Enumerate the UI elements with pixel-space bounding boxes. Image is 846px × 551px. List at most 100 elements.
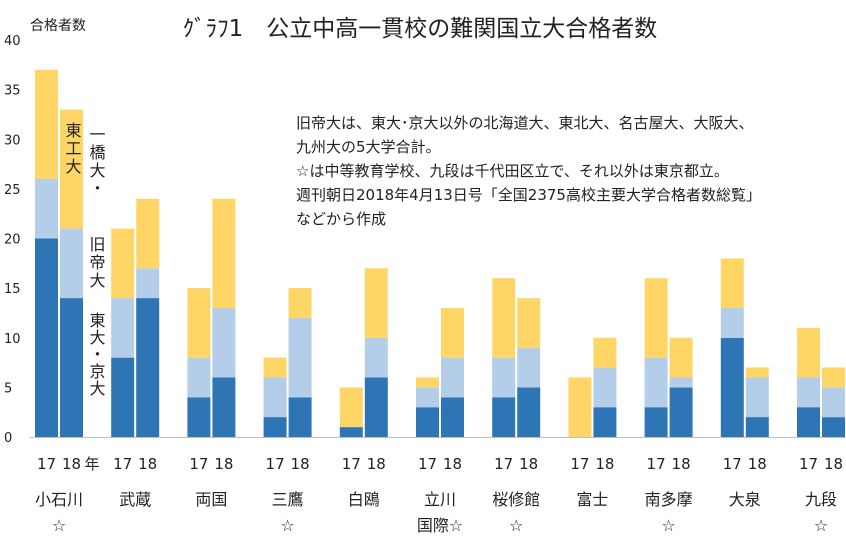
bar-segment xyxy=(60,298,83,437)
series-label-top-b: 一橋大・ xyxy=(87,126,106,198)
y-tick-label: 30 xyxy=(4,133,21,148)
school-name: 南多摩 xyxy=(645,490,693,509)
bar-segment xyxy=(822,417,845,437)
bar-segment xyxy=(644,278,668,358)
x-tick-year: 17 xyxy=(494,455,513,473)
bar-segment xyxy=(416,377,439,388)
y-tick-label: 40 xyxy=(4,34,21,49)
bar-segment xyxy=(60,228,83,299)
x-tick-year: 17 xyxy=(189,455,208,473)
year-unit-label: 年 xyxy=(84,455,99,473)
bar-segment xyxy=(416,387,439,408)
bar-segment xyxy=(517,298,541,348)
bar-segment xyxy=(720,337,744,438)
school-sub: ☆ xyxy=(52,516,66,535)
y-tick-label: 20 xyxy=(4,233,21,248)
bar-segment xyxy=(212,308,236,378)
bar-segment xyxy=(593,367,617,408)
bar-segment xyxy=(822,387,845,418)
bar-segment xyxy=(187,397,211,437)
note-line: 九州大の5大学合計。 xyxy=(296,138,441,156)
x-tick-year: 17 xyxy=(418,455,437,473)
school-name: 桜修館 xyxy=(492,490,540,509)
series-labels: 東工大 一橋大・ 旧帝大 東大・京大 xyxy=(63,122,106,397)
bar-segment xyxy=(644,407,668,437)
chart-title: ｸﾞﾗﾌ1 公立中高一貫校の難関国立大合格者数 xyxy=(183,16,658,42)
y-tick-label: 25 xyxy=(4,183,21,198)
note-line: などから作成 xyxy=(296,210,386,228)
x-tick-year: 18 xyxy=(443,455,462,473)
bar-segment xyxy=(720,308,744,338)
x-labels: 17 18 小石川 ☆ 17 18 武蔵 17 18 両国 17 18 三鷹 ☆ 17 18 白鴎 17 18 立川国… xyxy=(35,455,843,535)
school-sub: ☆ xyxy=(814,516,828,535)
school-name: 九段 xyxy=(805,490,837,509)
bar-segment xyxy=(797,377,820,408)
y-axis-label: 合格者数 xyxy=(30,18,86,34)
school-sub: ☆ xyxy=(661,516,675,535)
y-tick-label: 15 xyxy=(4,282,21,297)
bar-segment xyxy=(136,298,160,437)
bar-segment xyxy=(60,109,83,229)
x-tick-year: 18 xyxy=(367,455,386,473)
bar-segment xyxy=(492,357,516,398)
bar-segment xyxy=(288,317,312,398)
school-name: 三鷹 xyxy=(272,490,304,509)
bar-segment xyxy=(441,397,464,437)
note-line: 週刊朝日2018年4月13日号「全国2375高校主要大学合格者数総覧」 xyxy=(296,186,761,204)
school-sub: ☆ xyxy=(280,516,294,535)
school-name: 小石川 xyxy=(35,490,83,509)
y-tick-label: 35 xyxy=(4,84,21,99)
x-tick-year: 17 xyxy=(570,455,589,473)
bar-segment xyxy=(364,268,388,338)
bar-segment xyxy=(111,357,135,437)
x-tick-year: 17 xyxy=(113,455,132,473)
bar-segment xyxy=(593,407,617,437)
bar-segment xyxy=(644,357,668,408)
note-line: ☆は中等教育学校、九段は千代田区立で、それ以外は東京都立。 xyxy=(296,162,729,180)
school-sub: ☆ xyxy=(509,516,523,535)
bar-segment xyxy=(822,367,845,388)
y-ticks: 0 5 10 15 20 25 30 35 40 xyxy=(4,34,21,446)
bar-segment xyxy=(339,427,363,437)
series-label-mid: 旧帝大 xyxy=(87,236,106,290)
bar-segment xyxy=(441,357,464,398)
bar-segment xyxy=(745,377,769,418)
bar-segment xyxy=(669,337,693,378)
x-tick-year: 18 xyxy=(672,455,691,473)
bar-segment xyxy=(517,387,541,437)
x-tick-year: 17 xyxy=(647,455,666,473)
school-name: 大泉 xyxy=(729,490,761,509)
bar-segment xyxy=(745,367,769,378)
bar-segment xyxy=(187,288,211,358)
bar-segment xyxy=(517,347,541,388)
x-tick-year: 18 xyxy=(138,455,157,473)
y-tick-label: 5 xyxy=(4,381,12,396)
school-name: 立川 xyxy=(424,490,456,509)
bar-segment xyxy=(441,308,464,358)
bar-segment xyxy=(111,298,135,358)
bar-segment xyxy=(492,397,516,437)
x-tick-year: 18 xyxy=(595,455,614,473)
notes-box: 旧帝大は、東大･京大以外の北海道大、東北大、名古屋大、大阪大、 九州大の5大学合… xyxy=(296,114,761,228)
bar-segment xyxy=(288,397,312,437)
y-tick-label: 0 xyxy=(4,431,12,446)
x-tick-year: 18 xyxy=(748,455,767,473)
bar-segment xyxy=(288,288,312,318)
bar-segment xyxy=(35,178,58,239)
bar-segment xyxy=(212,377,236,437)
x-tick-year: 17 xyxy=(37,455,56,473)
bar-segment xyxy=(339,387,363,428)
bar-segment xyxy=(669,387,693,437)
note-line: 旧帝大は、東大･京大以外の北海道大、東北大、名古屋大、大阪大、 xyxy=(296,114,754,132)
x-tick-year: 17 xyxy=(266,455,285,473)
bar-segment xyxy=(492,278,516,358)
bar-segment xyxy=(593,337,617,368)
x-tick-year: 18 xyxy=(824,455,843,473)
school-name: 両国 xyxy=(195,490,227,509)
bar-segment xyxy=(263,417,287,437)
bar-segment xyxy=(136,268,160,299)
school-sub: 国際☆ xyxy=(417,516,463,535)
x-tick-year: 18 xyxy=(62,455,81,473)
x-tick-year: 17 xyxy=(342,455,361,473)
